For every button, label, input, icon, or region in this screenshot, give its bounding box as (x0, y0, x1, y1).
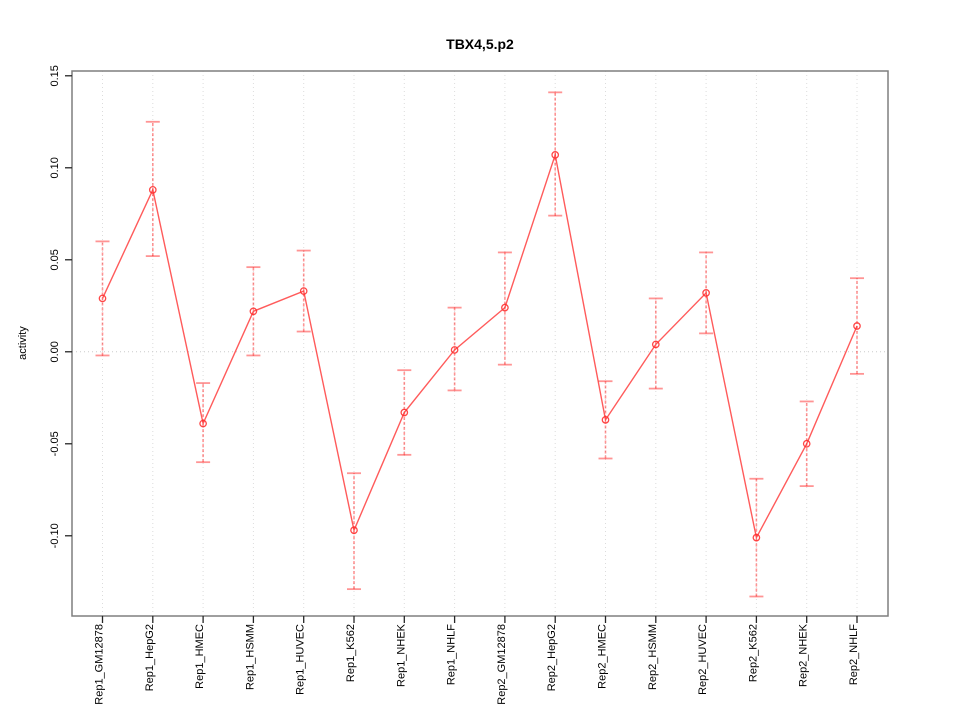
x-tick-label: Rep2_HUVEC (697, 624, 709, 695)
x-tick-label: Rep1_GM12878 (94, 624, 106, 705)
data-point (651, 340, 660, 349)
y-tick-label: 0.10 (49, 157, 61, 178)
x-tick-label: Rep1_K562 (345, 624, 357, 682)
data-point (802, 439, 811, 448)
data-point (148, 186, 157, 194)
data-point (551, 151, 560, 159)
x-tick-label: Rep2_HepG2 (546, 624, 558, 691)
plot-area: 0.15 0.10 0.05 0.00 -0.05 -0.10 Rep1_GM12878 Re… (49, 65, 889, 705)
x-tick-label: Rep1_HMEC (194, 624, 206, 689)
x-tick-label: Rep1_NHLF (446, 624, 458, 685)
data-point (853, 322, 861, 330)
data-point (350, 526, 358, 535)
data-point (98, 294, 107, 303)
y-tick-label: 0.15 (49, 65, 61, 86)
x-tick-label: Rep2_GM12878 (496, 624, 508, 705)
x-tick-label: Rep1_HepG2 (144, 624, 156, 691)
chart-title: TBX4,5.p2 (446, 36, 514, 52)
data-point (450, 346, 459, 354)
data-point (702, 289, 710, 297)
x-tick-label: Rep1_HSMM (244, 624, 256, 690)
data-point (501, 303, 509, 312)
y-tick-label: -0.10 (49, 523, 61, 548)
data-point (299, 287, 308, 295)
x-tick-label: Rep2_NHLF (848, 624, 860, 685)
data-point (400, 408, 409, 417)
y-tick-label: -0.05 (49, 431, 61, 456)
data-point (199, 419, 207, 428)
data-point (601, 416, 610, 424)
data-point (249, 307, 258, 316)
y-tick-label: 0.05 (49, 249, 61, 270)
x-tick-label: Rep2_K562 (747, 624, 759, 682)
data-point (752, 533, 761, 542)
x-tick-label: Rep2_NHEK (798, 623, 810, 687)
y-tick-label: 0.00 (49, 341, 61, 362)
x-tick-label: Rep1_HUVEC (295, 624, 307, 695)
plot-frame (71, 70, 889, 617)
x-tick-label: Rep1_NHEK (395, 623, 407, 687)
y-axis-label: activity (17, 326, 29, 360)
x-tick-label: Rep2_HMEC (597, 624, 609, 689)
x-tick-label: Rep2_HSMM (647, 624, 659, 690)
data-line (101, 152, 858, 540)
